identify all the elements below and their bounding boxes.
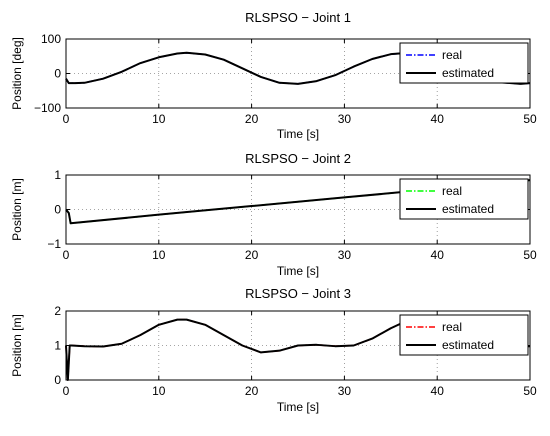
x-tick-label: 30 xyxy=(338,384,352,398)
subplot-joint-2: RLSPSO − Joint 2 0 10 20 30 40 50−101 Time [s… xyxy=(10,151,537,278)
x-tick-label: 50 xyxy=(523,112,537,126)
y-tick-label: 0 xyxy=(54,203,61,217)
chart-title: RLSPSO − Joint 1 xyxy=(245,10,351,25)
x-tick-label: 40 xyxy=(431,112,445,126)
x-tick-label: 0 xyxy=(63,248,70,262)
legend-box xyxy=(399,42,529,84)
y-axis-label: Position [m] xyxy=(10,178,24,241)
y-tick-label: 1 xyxy=(54,339,61,353)
x-tick-label: 10 xyxy=(152,248,166,262)
y-tick-label: 100 xyxy=(41,32,61,46)
x-tick-label: 10 xyxy=(152,384,166,398)
y-axis-label: Position [deg] xyxy=(10,37,24,110)
x-tick-label: 0 xyxy=(63,112,70,126)
chart-title: RLSPSO − Joint 3 xyxy=(245,286,351,301)
legend-label: real xyxy=(442,184,462,198)
x-axis-label: Time [s] xyxy=(277,127,319,141)
subplot-joint-3: RLSPSO − Joint 3 0 10 20 30 40 50 0 1 2 Time [s]… xyxy=(10,286,537,414)
legend-label: real xyxy=(442,320,462,334)
x-tick-label: 40 xyxy=(431,384,445,398)
legend: real estimated xyxy=(399,42,529,84)
x-tick-label: 20 xyxy=(245,248,259,262)
y-axis-label: Position [m] xyxy=(10,314,24,377)
x-tick-label: 20 xyxy=(245,112,259,126)
x-tick-label: 50 xyxy=(523,384,537,398)
y-tick-label: 1 xyxy=(54,168,61,182)
y-tick-label: −1 xyxy=(47,237,61,251)
x-tick-label: 50 xyxy=(523,248,537,262)
legend-box xyxy=(399,178,529,220)
chart-title: RLSPSO − Joint 2 xyxy=(245,151,351,166)
legend: real estimated xyxy=(399,178,529,220)
x-tick-label: 30 xyxy=(338,248,352,262)
x-tick-label: 0 xyxy=(63,384,70,398)
y-tick-label: 0 xyxy=(54,67,61,81)
legend: real estimated xyxy=(399,314,529,356)
x-tick-label: 30 xyxy=(338,112,352,126)
y-tick-label: 0 xyxy=(54,373,61,387)
x-tick-label: 40 xyxy=(431,248,445,262)
y-tick-label: 2 xyxy=(54,304,61,318)
legend-label: real xyxy=(442,48,462,62)
x-tick-label: 20 xyxy=(245,384,259,398)
legend-label: estimated xyxy=(442,202,494,216)
legend-label: estimated xyxy=(442,66,494,80)
x-axis-label: Time [s] xyxy=(277,264,319,278)
x-axis-label: Time [s] xyxy=(277,400,319,414)
x-tick-label: 10 xyxy=(152,112,166,126)
legend-box xyxy=(399,314,529,356)
y-tick-label: −100 xyxy=(34,101,61,115)
legend-label: estimated xyxy=(442,338,494,352)
